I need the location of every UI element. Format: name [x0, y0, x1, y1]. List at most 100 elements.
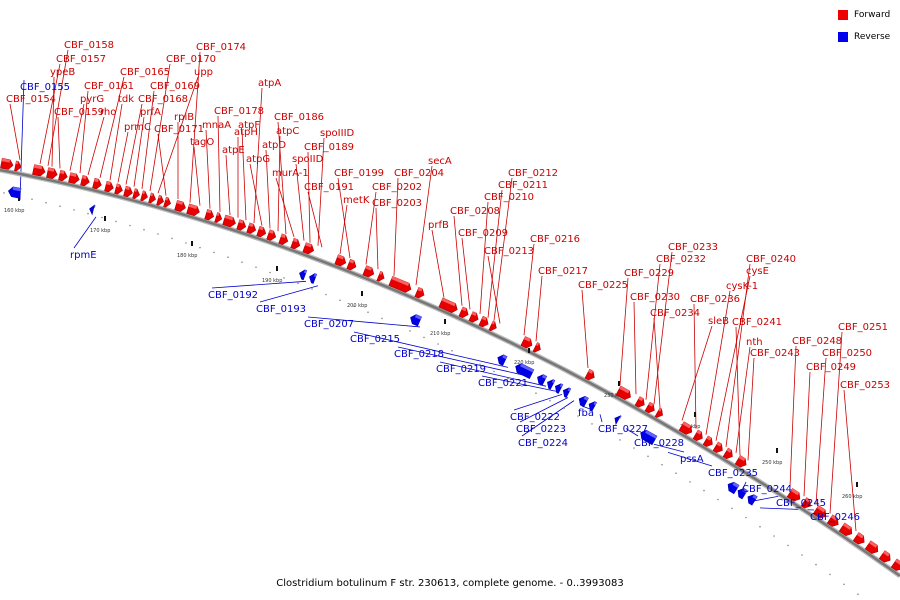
forward-gene-arrow-34: [438, 297, 458, 313]
forward-gene-arrow-3-shine: [47, 167, 55, 172]
axis-tick-mark: [618, 381, 620, 386]
forward-gene-label: CBF_0171: [154, 124, 204, 135]
label-leader-line: [599, 414, 603, 423]
forward-gene-arrow-36: [468, 311, 479, 323]
axis-tick-mark: [444, 319, 446, 324]
axis-dot: [311, 288, 313, 290]
reverse-gene-label: CBF_0219: [436, 364, 486, 375]
forward-gene-label: CBF_0169: [150, 81, 200, 92]
reverse-gene-arrow-0: [8, 186, 22, 199]
label-leader-line: [249, 163, 263, 226]
forward-gene-arrow-2: [32, 164, 46, 177]
reverse-gene-arrow-4-shape: [410, 314, 422, 327]
reverse-gene-label: CBF_0244: [742, 484, 792, 495]
reverse-gene-arrow-3-shine: [313, 273, 317, 278]
forward-gene-arrow-54: [812, 505, 827, 519]
forward-gene-label: cysK-1: [726, 281, 758, 292]
forward-gene-arrow-32-shape: [388, 275, 412, 293]
reverse-gene-arrow-16: [737, 488, 748, 500]
axis-dot: [717, 498, 719, 501]
reverse-gene-arrow-0-shine: [12, 186, 22, 192]
axis-dot: [185, 242, 187, 244]
forward-gene-arrow-12-shape: [140, 190, 148, 202]
reverse-gene-arrow-7-shine: [541, 374, 547, 379]
forward-gene-arrow-33: [414, 287, 425, 299]
forward-gene-arrow-9: [114, 183, 123, 195]
forward-gene-label: CBF_0191: [304, 182, 354, 193]
forward-gene-arrow-34-shine: [441, 297, 456, 307]
forward-gene-arrow-41-shine: [588, 369, 594, 374]
forward-gene-arrow-0: [0, 157, 14, 170]
forward-gene-arrow-17: [186, 203, 200, 217]
axis-dot: [269, 271, 271, 274]
forward-gene-arrow-22-shine: [248, 222, 254, 228]
forward-gene-arrow-6: [80, 175, 90, 187]
label-leader-line: [87, 116, 105, 176]
forward-gene-arrow-8-shine: [106, 181, 111, 186]
forward-gene-arrow-24-shape: [266, 229, 277, 241]
forward-gene-arrow-60-shine: [895, 559, 900, 565]
forward-gene-arrow-32-shine: [391, 276, 410, 286]
label-leader-line: [487, 189, 503, 318]
forward-gene-label: metK: [343, 195, 370, 206]
forward-gene-label: CBF_0211: [498, 180, 548, 191]
axis-dot: [395, 323, 397, 326]
label-leader-line: [521, 400, 575, 437]
axis-tick-label: 220 kbp: [514, 360, 534, 366]
forward-gene-arrow-15-shine: [165, 197, 169, 201]
axis-dot: [857, 593, 859, 595]
forward-gene-arrow-46: [678, 421, 693, 435]
reverse-gene-arrow-5-shine: [502, 354, 508, 360]
axis-dot: [423, 336, 425, 339]
forward-gene-label: CBF_0178: [214, 106, 264, 117]
forward-gene-arrow-59-shine: [883, 550, 890, 557]
forward-gene-label: CBF_0210: [484, 192, 534, 203]
reverse-gene-label: CBF_0221: [478, 378, 528, 389]
axis-tick-label: 200 kbp: [347, 303, 367, 309]
legend-reverse-swatch: [838, 32, 848, 42]
label-leader-line: [681, 325, 713, 421]
reverse-gene-label: rpmE: [70, 250, 97, 261]
axis-dot: [703, 489, 705, 492]
reverse-gene-arrow-16-shine: [742, 488, 748, 494]
axis-dot: [129, 224, 131, 227]
forward-gene-label: rho: [100, 107, 116, 118]
forward-gene-label: nth: [746, 337, 763, 348]
reverse-gene-arrow-5-shape: [497, 354, 508, 366]
forward-gene-arrow-35-shine: [461, 306, 467, 312]
axis-tick-label: 180 kbp: [177, 253, 197, 259]
label-leader-line: [493, 177, 513, 321]
forward-gene-arrow-4: [58, 169, 68, 182]
reverse-gene-arrow-11-shape: [578, 395, 589, 408]
axis-dot: [745, 516, 747, 519]
forward-gene-arrow-1-shine: [15, 160, 19, 165]
forward-gene-arrow-26: [290, 237, 301, 250]
forward-gene-label: CBF_0170: [166, 54, 216, 65]
forward-gene-arrow-44-shine: [648, 402, 654, 407]
axis-dot: [143, 228, 145, 231]
label-leader-line: [481, 375, 557, 392]
forward-gene-arrow-21: [236, 219, 247, 231]
reverse-gene-arrow-4-shine: [414, 314, 422, 320]
forward-gene-arrow-52: [786, 488, 801, 502]
axis-dot: [213, 251, 215, 254]
label-leader-line: [735, 346, 751, 453]
forward-gene-label: CBF_0208: [450, 206, 500, 217]
forward-gene-arrow-56: [838, 522, 853, 536]
label-leader-line: [125, 103, 143, 185]
forward-gene-arrow-2-shine: [33, 164, 43, 170]
axis-dot: [157, 233, 159, 235]
forward-gene-arrow-23-shine: [258, 226, 264, 231]
forward-gene-label: CBF_0229: [624, 268, 674, 279]
label-leader-line: [705, 290, 731, 435]
forward-gene-arrow-23: [256, 225, 267, 238]
forward-gene-arrow-52-shine: [790, 488, 800, 496]
forward-gene-arrow-53: [800, 497, 811, 509]
forward-gene-arrow-40-shape: [532, 342, 541, 353]
axis-tick-mark: [694, 412, 696, 417]
axis-dot: [577, 415, 579, 417]
axis-tick-mark: [776, 448, 778, 453]
forward-gene-label: CBF_0249: [806, 362, 856, 373]
forward-gene-arrow-60: [890, 558, 900, 571]
forward-gene-arrow-20-shine: [224, 215, 234, 221]
